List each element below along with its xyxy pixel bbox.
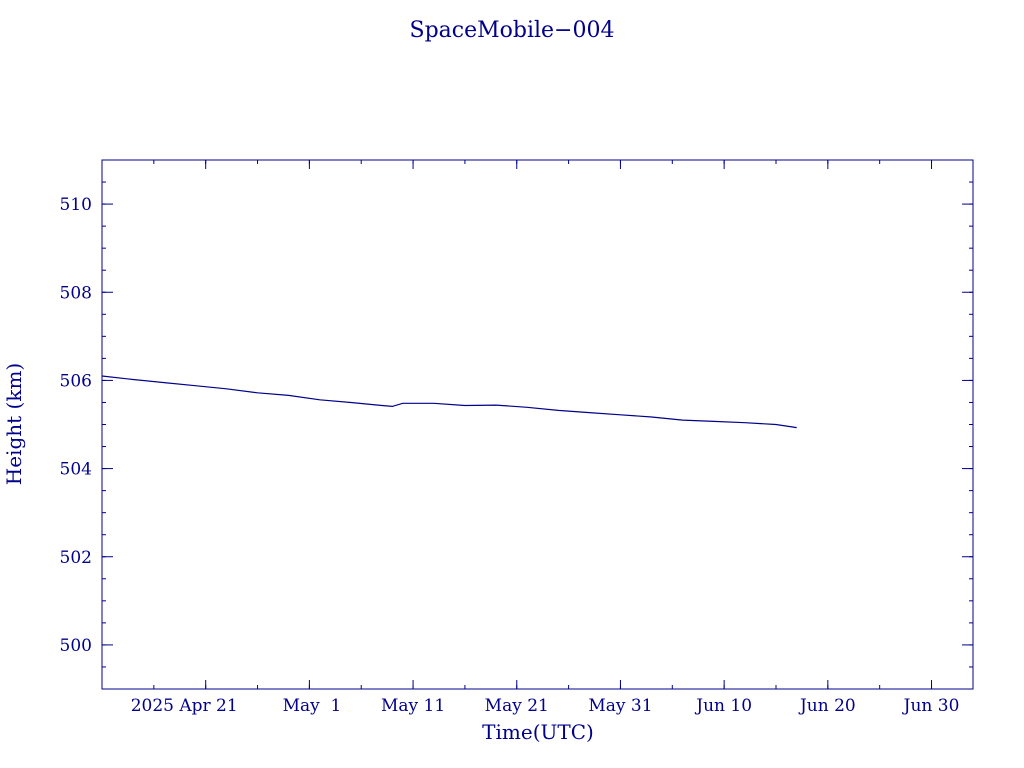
x-tick-label: May 11: [381, 696, 445, 716]
x-tick-label: Jun 30: [902, 696, 960, 716]
x-tick-label: 2025 Apr 21: [131, 696, 238, 716]
x-axis-ticks: 2025 Apr 21 May 1 May 11 May 21 May 31 Jun 10…: [131, 160, 960, 716]
series-group: [101, 375, 797, 429]
x-tick-label: Jun 20: [798, 696, 856, 716]
plot-frame: [101, 159, 974, 690]
y-minor-ticks: [102, 181, 973, 668]
y-tick-label: 510: [60, 195, 92, 215]
y-axis-ticks: 500 502 504 506 508 510: [60, 195, 973, 656]
y-axis-label: Height (km): [2, 363, 26, 485]
chart-title: SpaceMobile−004: [410, 18, 615, 43]
x-tick-label: Jun 10: [694, 696, 752, 716]
y-tick-label: 506: [60, 371, 92, 391]
y-tick-label: 504: [60, 460, 92, 480]
x-axis-label: Time(UTC): [482, 720, 594, 744]
x-tick-label: May 21: [485, 696, 549, 716]
x-tick-label: May 31: [588, 696, 652, 716]
x-tick-label: May 1: [283, 696, 342, 716]
y-tick-label: 508: [60, 283, 92, 303]
y-tick-label: 502: [60, 548, 92, 568]
y-tick-label: 500: [60, 636, 92, 656]
height-series-line: [101, 375, 797, 429]
x-minor-ticks: [101, 160, 933, 689]
